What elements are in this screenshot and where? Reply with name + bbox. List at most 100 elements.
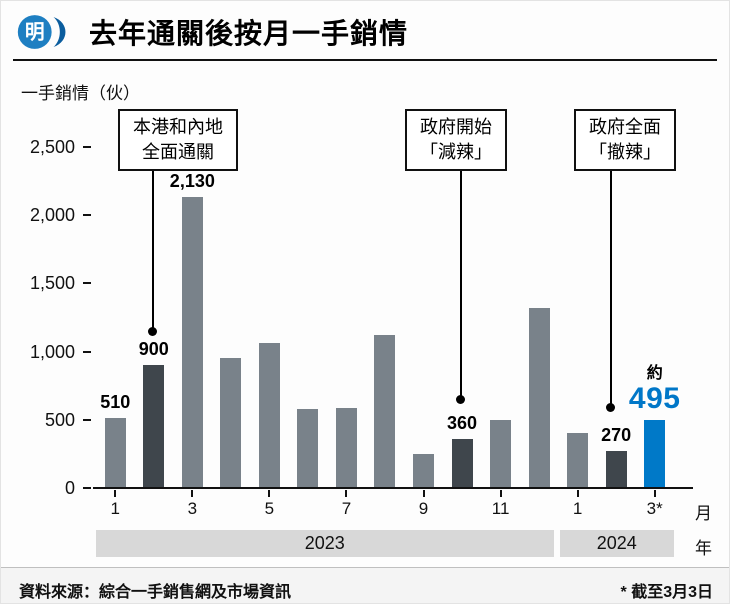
bar-slot: 900 <box>135 147 174 488</box>
y-tick-mark <box>83 418 91 421</box>
month-slot <box>443 490 482 520</box>
year-band-2024: 2024 <box>559 530 674 557</box>
month-slot: 1 <box>558 490 597 520</box>
annotation-text-line: 「減辣」 <box>420 141 492 162</box>
bar-value-label: 495 <box>628 382 681 416</box>
annotation-dot-easing <box>456 395 465 404</box>
bar-month-9 <box>413 453 435 488</box>
annotation-dot-reopening <box>148 327 157 336</box>
bar-slot: 270 <box>597 147 636 488</box>
month-slot: 11 <box>481 490 520 520</box>
bar-value-label: 900 <box>138 339 169 360</box>
bar-slot: 495 約 <box>629 147 680 488</box>
y-tick-label: 2,500 <box>29 137 75 157</box>
bar-value-label: 510 <box>100 392 131 413</box>
bar-value-label: 2,130 <box>169 171 215 192</box>
bar-month-8 <box>374 335 396 488</box>
month-slot: 9 <box>404 490 443 520</box>
bar-slot <box>404 147 443 488</box>
bar-slot <box>558 147 597 488</box>
x-tick-mark <box>268 490 271 497</box>
bar-month-11 <box>490 419 512 488</box>
bar-value-label: 360 <box>447 412 478 433</box>
annotation-text-line: 全面通關 <box>142 141 214 162</box>
bar-slot <box>327 147 366 488</box>
x-tick-label: 7 <box>341 499 352 518</box>
bar-month-6 <box>297 408 319 488</box>
month-slot: 1 <box>96 490 135 520</box>
bar-value-label: 270 <box>601 425 632 446</box>
y-tick-mark <box>83 146 91 148</box>
x-axis-line <box>93 487 693 489</box>
annotation-box-removal-measures: 政府全面 「撤辣」 <box>574 109 676 171</box>
x-tick-label: 1 <box>110 499 120 518</box>
x-tick-label: 1 <box>572 499 583 518</box>
bar-month-1 <box>104 418 126 488</box>
month-slot: 3 <box>173 490 212 520</box>
month-slot: 5 <box>250 490 289 520</box>
bar-slot <box>212 147 251 488</box>
logo-character: 明 <box>25 22 45 44</box>
x-tick-label: 3 <box>187 499 198 518</box>
month-slot <box>597 490 636 520</box>
year-unit-label: 年 <box>695 539 712 558</box>
y-tick-mark <box>83 487 91 489</box>
x-tick-label: 11 <box>491 499 510 518</box>
bar-month-3 <box>181 197 203 488</box>
y-axis: 0 500 1,000 1,500 2,000 2,500 <box>1 137 93 498</box>
y-axis-title: 一手銷情（伙） <box>21 84 140 103</box>
footer-background <box>1 568 729 603</box>
annotation-text-line: 政府開始 <box>420 117 492 137</box>
annotation-box-full-reopening: 本港和內地 全面通關 <box>118 109 238 171</box>
bar-month-1 <box>567 433 589 488</box>
bar-slot <box>366 147 405 488</box>
bar-month-4 <box>220 358 242 488</box>
bar-value-approx-label: 約 <box>646 365 663 383</box>
month-slot <box>520 490 559 520</box>
bar-month-2 <box>143 365 165 488</box>
x-tick-mark <box>653 490 656 497</box>
bar-month-7 <box>335 407 357 488</box>
month-axis: 1 3 5 7 9 11 1 3* <box>96 490 674 520</box>
footnote-text: * 截至3月3日 <box>620 584 713 601</box>
month-unit-label: 月 <box>695 504 712 523</box>
x-tick-mark <box>576 490 579 497</box>
y-tick-label: 2,000 <box>29 205 75 226</box>
bar-slot: 510 <box>96 147 135 488</box>
x-tick-label: 9 <box>418 499 429 518</box>
x-tick-mark <box>191 490 194 497</box>
year-band-2023: 2023 <box>96 530 554 557</box>
footer-divider <box>1 567 729 568</box>
bar-slot: 2,130 <box>169 147 215 488</box>
month-slot: 3* <box>635 490 674 520</box>
x-tick-label: 5 <box>264 499 275 518</box>
x-tick-mark <box>422 490 425 497</box>
month-slot: 7 <box>327 490 366 520</box>
x-tick-label: 3* <box>646 499 663 518</box>
y-tick-label: 500 <box>44 409 75 430</box>
header: 明 去年通關後按月一手銷情 <box>15 9 408 55</box>
annotation-connector-removal <box>610 163 612 407</box>
title-divider <box>13 59 717 61</box>
y-tick-label: 1,500 <box>29 273 75 294</box>
annotation-text-line: 「撤辣」 <box>589 141 661 162</box>
bar-slot <box>250 147 289 488</box>
x-tick-mark <box>114 490 117 497</box>
annotation-connector-reopening <box>152 163 154 331</box>
y-tick-mark <box>83 350 91 353</box>
y-tick-mark <box>83 282 91 285</box>
year-axis: 2023 2024 <box>96 530 674 557</box>
bar-month-5 <box>258 343 280 488</box>
source-text: 資料來源：綜合一手銷售網及市場資訊 <box>19 584 292 601</box>
mingpao-logo-icon: 明 <box>15 11 77 53</box>
page-title: 去年通關後按月一手銷情 <box>89 18 409 49</box>
bars: 510 900 2,130 360 270 495 約 <box>96 147 680 488</box>
bar-slot <box>289 147 328 488</box>
annotation-text-line: 本港和內地 <box>133 117 223 137</box>
month-slot <box>135 490 174 520</box>
y-tick-mark <box>83 214 91 217</box>
annotation-dot-removal <box>606 403 615 412</box>
bar-month-3 <box>644 420 666 488</box>
